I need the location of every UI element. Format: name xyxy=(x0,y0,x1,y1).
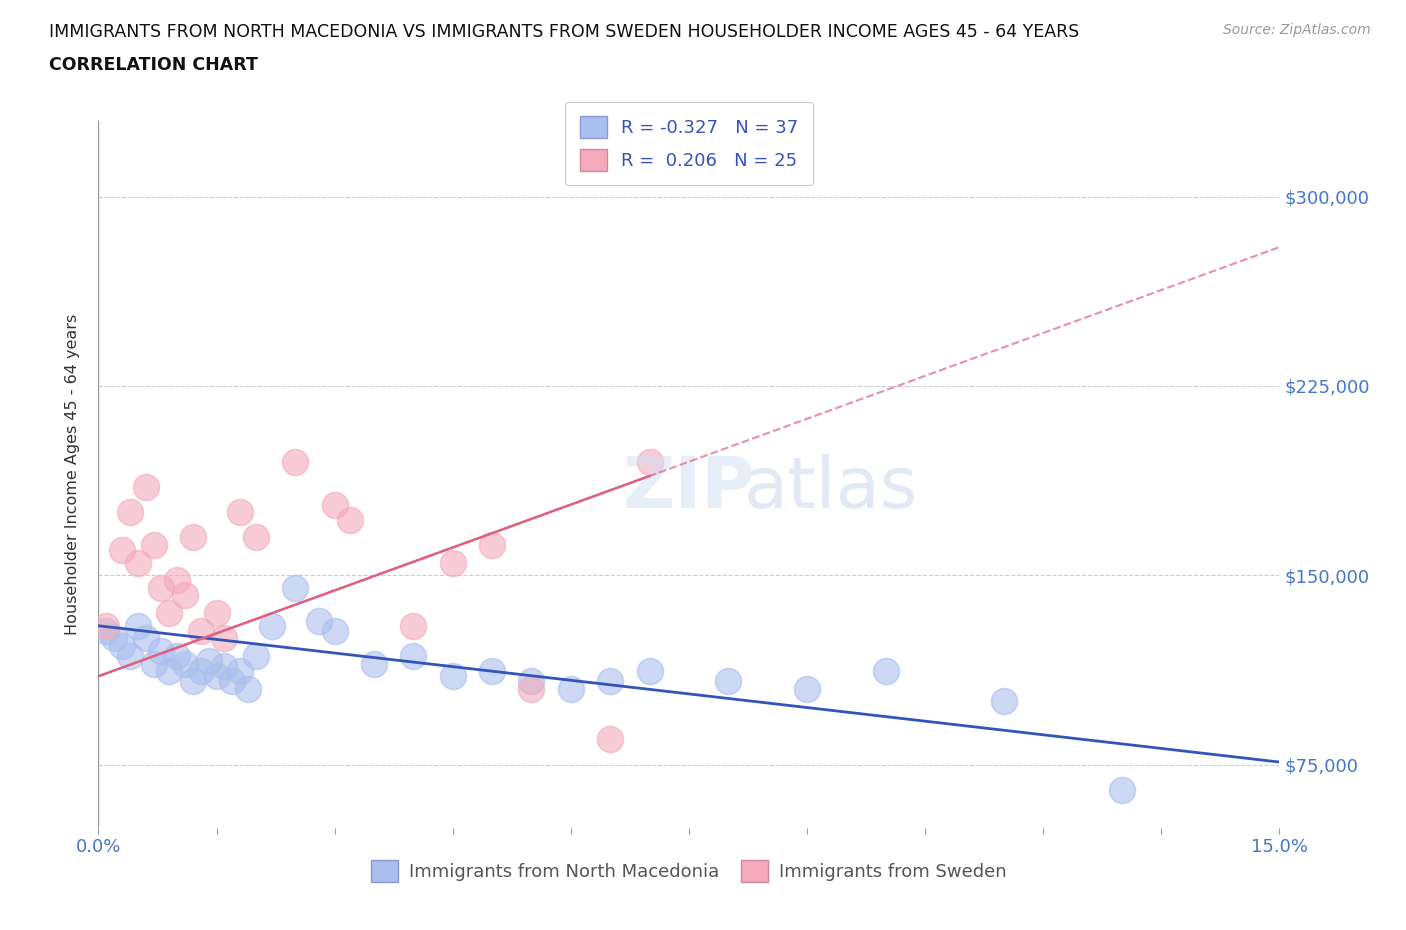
Point xyxy=(875,664,897,679)
Y-axis label: Householder Income Ages 45 - 64 years: Householder Income Ages 45 - 64 years xyxy=(65,313,80,635)
Point xyxy=(214,631,236,645)
Point xyxy=(142,657,165,671)
Point xyxy=(339,512,361,527)
Point xyxy=(599,674,621,689)
Point xyxy=(1111,782,1133,797)
Point xyxy=(111,639,134,654)
Point xyxy=(181,674,204,689)
Point xyxy=(323,498,346,512)
Point xyxy=(638,664,661,679)
Point xyxy=(135,480,157,495)
Point xyxy=(205,669,228,684)
Point xyxy=(166,573,188,588)
Point xyxy=(150,644,173,658)
Point xyxy=(236,682,259,697)
Point xyxy=(599,732,621,747)
Point xyxy=(229,664,252,679)
Point xyxy=(174,588,197,603)
Point xyxy=(993,694,1015,709)
Point xyxy=(402,618,425,633)
Point xyxy=(481,664,503,679)
Point xyxy=(245,530,267,545)
Point xyxy=(103,631,125,645)
Point xyxy=(284,580,307,595)
Point xyxy=(150,580,173,595)
Text: Source: ZipAtlas.com: Source: ZipAtlas.com xyxy=(1223,23,1371,37)
Point xyxy=(221,674,243,689)
Point xyxy=(323,623,346,638)
Point xyxy=(214,658,236,673)
Point xyxy=(481,538,503,552)
Legend: Immigrants from North Macedonia, Immigrants from Sweden: Immigrants from North Macedonia, Immigra… xyxy=(364,853,1014,889)
Point xyxy=(441,669,464,684)
Point xyxy=(229,505,252,520)
Point xyxy=(190,623,212,638)
Text: CORRELATION CHART: CORRELATION CHART xyxy=(49,56,259,73)
Point xyxy=(717,674,740,689)
Point xyxy=(520,674,543,689)
Point xyxy=(118,648,141,663)
Point xyxy=(205,605,228,620)
Point xyxy=(260,618,283,633)
Point xyxy=(166,648,188,663)
Text: IMMIGRANTS FROM NORTH MACEDONIA VS IMMIGRANTS FROM SWEDEN HOUSEHOLDER INCOME AGE: IMMIGRANTS FROM NORTH MACEDONIA VS IMMIG… xyxy=(49,23,1080,41)
Point xyxy=(96,623,118,638)
Point xyxy=(520,682,543,697)
Text: atlas: atlas xyxy=(744,454,918,523)
Point xyxy=(127,618,149,633)
Point xyxy=(308,613,330,628)
Point xyxy=(197,654,219,669)
Point xyxy=(181,530,204,545)
Point xyxy=(157,605,180,620)
Point xyxy=(174,657,197,671)
Point xyxy=(111,542,134,557)
Point xyxy=(560,682,582,697)
Point xyxy=(402,648,425,663)
Point xyxy=(127,555,149,570)
Point xyxy=(190,664,212,679)
Point xyxy=(245,648,267,663)
Point xyxy=(441,555,464,570)
Text: ZIP: ZIP xyxy=(623,454,755,523)
Point xyxy=(638,454,661,469)
Point xyxy=(363,657,385,671)
Point xyxy=(284,454,307,469)
Point xyxy=(135,631,157,645)
Point xyxy=(157,664,180,679)
Point xyxy=(118,505,141,520)
Point xyxy=(796,682,818,697)
Point xyxy=(96,618,118,633)
Point xyxy=(142,538,165,552)
